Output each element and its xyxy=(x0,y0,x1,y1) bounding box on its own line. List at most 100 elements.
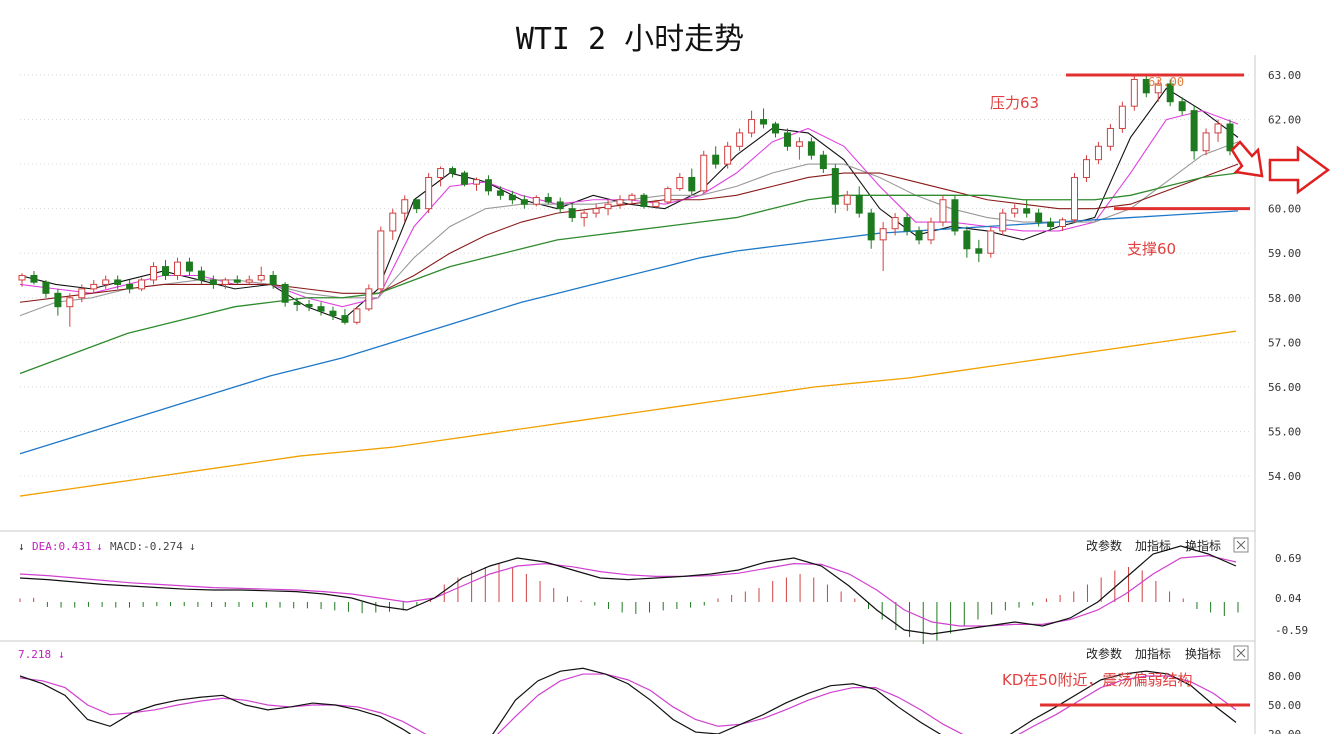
candle xyxy=(1094,141,1102,165)
switch-indicator-button-kd[interactable]: 换指标 xyxy=(1185,646,1221,661)
candle xyxy=(640,193,648,209)
d-line xyxy=(19,673,1237,734)
candle xyxy=(568,204,576,223)
candle xyxy=(664,186,672,205)
candle xyxy=(604,199,612,216)
moving-average-line xyxy=(19,172,1239,375)
resistance-label: 压力63 xyxy=(990,94,1039,112)
candle xyxy=(389,208,397,240)
arrow-down-right-icon xyxy=(1230,140,1264,178)
candle xyxy=(1178,97,1186,116)
candle xyxy=(580,210,588,227)
moving-average-line xyxy=(19,330,1237,497)
reference-lines xyxy=(1066,73,1250,211)
svg-text:↓: ↓ xyxy=(58,648,65,661)
candle xyxy=(90,279,98,294)
macd-tick-label: -0.59 xyxy=(1275,624,1308,637)
high-price-label: 63.00 xyxy=(1148,75,1184,89)
candle xyxy=(317,302,325,316)
candle xyxy=(173,257,181,280)
macd-histogram xyxy=(19,563,1239,644)
candle xyxy=(724,141,732,169)
close-icon[interactable] xyxy=(1233,645,1249,661)
main-grid xyxy=(20,74,1250,477)
candle xyxy=(1059,217,1067,231)
candle xyxy=(293,297,301,312)
kd-tick-label: 20.00 xyxy=(1268,728,1301,734)
candle xyxy=(484,175,492,196)
candle xyxy=(628,193,636,205)
y-tick-label: 62.00 xyxy=(1268,114,1301,127)
add-indicator-button[interactable]: 加指标 xyxy=(1135,538,1171,553)
dea-line xyxy=(19,554,1237,627)
candle xyxy=(353,306,361,325)
moving-average-lines xyxy=(19,87,1239,497)
moving-average-line xyxy=(19,141,1239,317)
candle xyxy=(1011,204,1019,218)
candle xyxy=(903,213,911,236)
candle xyxy=(1047,217,1055,231)
candle xyxy=(329,306,337,321)
candle xyxy=(688,168,696,196)
candle xyxy=(425,173,433,214)
candle xyxy=(748,110,756,138)
page-title: WTI 2 小时走势 xyxy=(515,22,745,57)
candle xyxy=(461,170,469,187)
candle xyxy=(760,108,768,129)
candle xyxy=(114,275,122,289)
switch-indicator-button[interactable]: 换指标 xyxy=(1185,538,1221,553)
candle xyxy=(1035,208,1043,227)
candle xyxy=(795,137,803,160)
candle xyxy=(1142,75,1150,98)
candle xyxy=(951,195,959,236)
candle xyxy=(472,177,480,191)
candle xyxy=(676,173,684,191)
macd-legend: ↓ DEA:0.431 ↓ MACD:-0.274 ↓ xyxy=(18,540,196,553)
candle xyxy=(78,284,86,303)
macd-legend-value: MACD:-0.274 xyxy=(110,540,183,553)
candle xyxy=(365,284,373,312)
candle xyxy=(245,275,253,285)
svg-text:↓: ↓ xyxy=(189,540,196,553)
candle xyxy=(616,195,624,209)
candle xyxy=(18,273,26,287)
candle xyxy=(963,226,971,258)
change-params-button[interactable]: 改参数 xyxy=(1086,538,1122,553)
candle xyxy=(221,277,229,289)
macd-tick-label: 0.69 xyxy=(1275,552,1302,565)
add-indicator-button-kd[interactable]: 加指标 xyxy=(1135,646,1171,661)
candle xyxy=(126,279,134,294)
candle xyxy=(66,293,74,327)
arrow-up-right-icon xyxy=(1268,145,1331,195)
kd-annotation: KD在50附近，震荡偏弱结构 xyxy=(1002,671,1192,689)
change-params-button-kd[interactable]: 改参数 xyxy=(1086,646,1122,661)
close-icon[interactable] xyxy=(1233,537,1249,553)
moving-average-line xyxy=(19,210,1239,455)
candle xyxy=(939,195,947,227)
y-tick-label: 54.00 xyxy=(1268,470,1301,483)
macd-y-tick-labels: 0.69 0.04 -0.59 xyxy=(1275,552,1308,637)
candle xyxy=(30,271,38,285)
candle xyxy=(975,239,983,263)
candle xyxy=(556,197,564,214)
candle xyxy=(508,190,516,205)
candle xyxy=(544,193,552,205)
candle xyxy=(1130,75,1138,111)
candle xyxy=(377,226,385,294)
candle xyxy=(54,288,62,316)
candle xyxy=(831,164,839,214)
main-y-tick-labels: 63.0062.0061.0060.0059.0058.0057.0056.00… xyxy=(1268,69,1301,483)
candle xyxy=(449,166,457,178)
candle xyxy=(867,208,875,249)
candle xyxy=(1071,173,1079,223)
candle xyxy=(1202,128,1210,156)
candle xyxy=(772,121,780,138)
candle xyxy=(843,190,851,211)
candle xyxy=(700,150,708,194)
k-line xyxy=(19,667,1237,734)
candle xyxy=(520,195,528,209)
candlesticks xyxy=(18,75,1234,327)
dif-line xyxy=(19,545,1237,635)
kd-toolbar: 改参数 加指标 换指标 xyxy=(1086,645,1249,661)
macd-tick-label: 0.04 xyxy=(1275,592,1302,605)
